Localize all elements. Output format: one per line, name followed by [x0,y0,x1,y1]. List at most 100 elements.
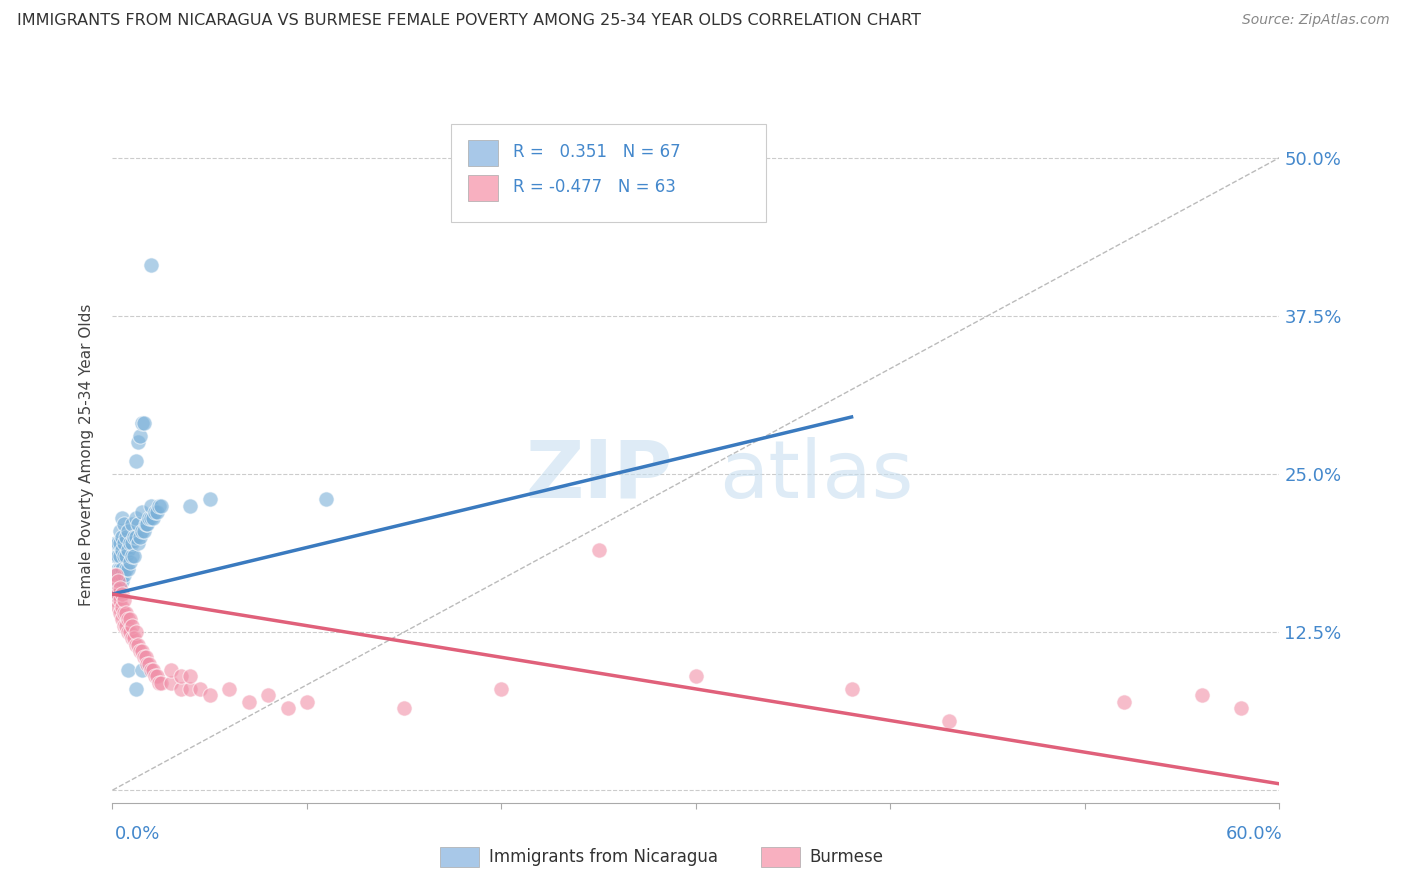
Point [111,612,134,626]
Text: Immigrants from Nicaragua: Immigrants from Nicaragua [489,848,718,866]
Point [115,549,138,563]
Point [111,587,134,601]
Point [118,612,141,626]
Point [121,618,143,632]
Point [107,574,129,589]
Point [131,417,153,431]
Text: 60.0%: 60.0% [1226,825,1282,843]
Point [103,568,125,582]
Point [295,695,318,709]
Point [148,499,170,513]
Text: ZIP: ZIP [526,437,672,515]
Bar [468,175,498,201]
Point [132,417,155,431]
Point [121,549,143,563]
Point [150,675,173,690]
Point [117,524,139,538]
Point [276,701,298,715]
Point [111,562,134,576]
Point [188,681,211,696]
Point [135,650,157,665]
Point [112,549,135,563]
Point [148,675,170,690]
Point [132,524,155,538]
Point [122,530,145,544]
Point [110,581,132,595]
Text: IMMIGRANTS FROM NICARAGUA VS BURMESE FEMALE POVERTY AMONG 25-34 YEAR OLDS CORREL: IMMIGRANTS FROM NICARAGUA VS BURMESE FEM… [17,13,921,29]
Point [257,688,280,702]
Point [160,663,183,677]
Point [491,681,513,696]
Y-axis label: Female Poverty Among 25-34 Year Olds: Female Poverty Among 25-34 Year Olds [79,304,94,606]
Point [117,625,139,640]
Text: Source: ZipAtlas.com: Source: ZipAtlas.com [1241,13,1389,28]
Point [112,536,135,550]
Point [107,549,129,563]
Point [128,530,150,544]
Point [179,681,201,696]
Point [110,574,132,589]
Point [143,669,166,683]
Point [179,669,201,683]
Point [118,625,141,640]
Point [136,517,159,532]
Point [179,499,201,513]
Point [131,663,153,677]
Point [103,574,125,589]
Bar [468,140,498,166]
Point [938,714,960,728]
Point [125,638,148,652]
Point [105,536,128,550]
Point [103,587,125,601]
Point [105,568,128,582]
Point [125,454,148,468]
Point [141,258,163,272]
Point [127,517,149,532]
Point [142,511,165,525]
Point [138,511,160,525]
Point [127,435,149,450]
Point [110,593,132,607]
Point [685,669,707,683]
Point [111,542,134,557]
Point [146,669,169,683]
Point [315,492,337,507]
Point [121,517,143,532]
Point [121,536,143,550]
Point [125,681,148,696]
Point [105,581,128,595]
Point [138,657,160,671]
Point [841,681,863,696]
Point [115,618,138,632]
Point [112,618,135,632]
Point [105,581,128,595]
Point [107,536,129,550]
Point [112,517,135,532]
Point [117,542,139,557]
Point [1229,701,1251,715]
Point [127,638,149,652]
Point [131,505,153,519]
Point [111,574,134,589]
Point [118,556,141,570]
Point [238,695,260,709]
Text: 0.0%: 0.0% [115,825,160,843]
Point [136,657,159,671]
Point [1191,688,1213,702]
Point [135,517,157,532]
Point [125,511,148,525]
Point [141,511,163,525]
Point [122,632,145,646]
Point [198,492,221,507]
Point [110,549,132,563]
Point [169,669,191,683]
Point [115,606,138,620]
Point [218,681,240,696]
Point [107,599,129,614]
Point [111,530,134,544]
Point [125,530,148,544]
Point [142,663,165,677]
Point [103,587,125,601]
Point [105,593,128,607]
Point [169,681,191,696]
